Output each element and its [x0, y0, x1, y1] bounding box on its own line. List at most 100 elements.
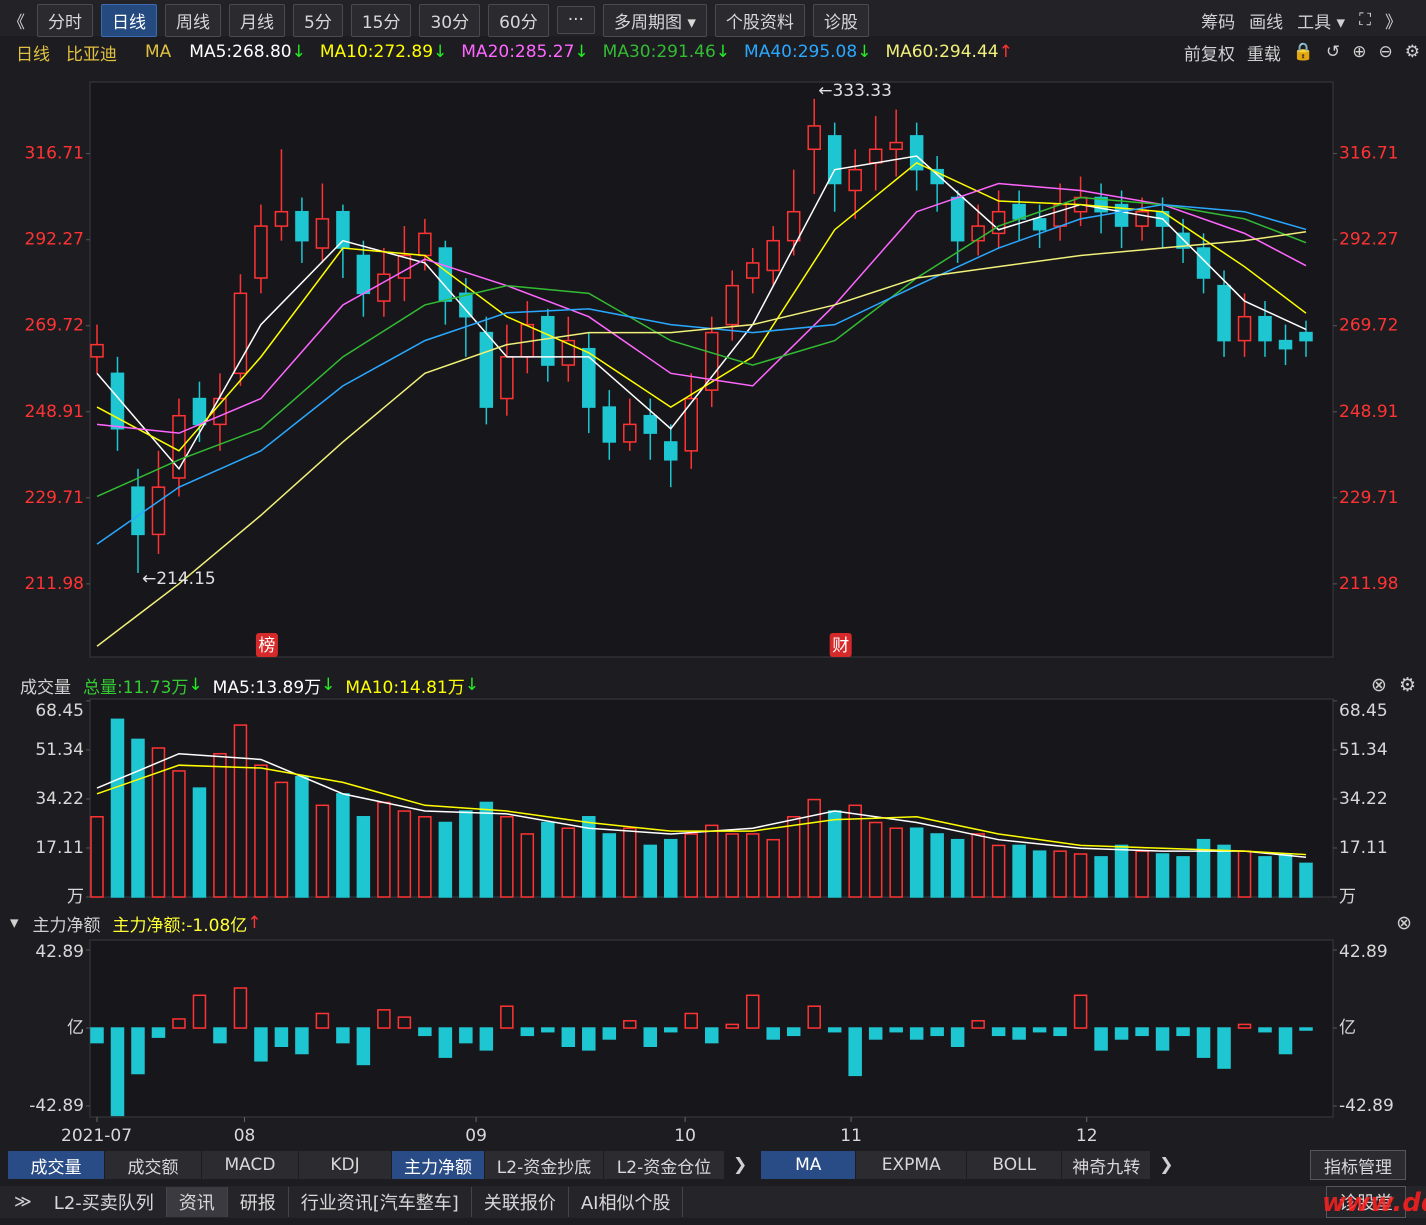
period-button[interactable]: 60分	[488, 3, 549, 37]
indicator-tab[interactable]: EXPMA	[856, 1151, 968, 1179]
info-tab[interactable]: AI相似个股	[569, 1187, 684, 1217]
bar	[704, 824, 719, 898]
panel-icon[interactable]: ⊗	[1396, 912, 1412, 934]
bar	[684, 1012, 699, 1029]
bar	[418, 1027, 432, 1037]
bar	[1094, 1027, 1108, 1051]
period-button[interactable]: 分时	[37, 3, 93, 37]
tool-button[interactable]: 画线	[1249, 12, 1284, 33]
right-button[interactable]: 诊股堂	[1326, 1186, 1406, 1218]
info-action[interactable]: 前复权	[1183, 44, 1235, 65]
bar	[1073, 853, 1088, 898]
candle-body	[1217, 284, 1231, 342]
bar	[582, 816, 596, 898]
summary-value: MA5:13.89万	[212, 677, 322, 698]
period-button[interactable]: ···	[556, 6, 595, 34]
bar	[1135, 1027, 1149, 1037]
y-tick-label-right: 292.27	[1339, 230, 1398, 250]
bar	[438, 1027, 453, 1058]
period-button[interactable]: 周线	[165, 3, 221, 37]
period-button[interactable]: 诊股	[812, 3, 869, 37]
bar	[1196, 838, 1211, 898]
panel-icon[interactable]: ⚙	[1398, 674, 1416, 696]
ma-trend: ↓	[715, 42, 731, 62]
candle-body	[356, 254, 371, 295]
bar	[1278, 853, 1293, 898]
period-button[interactable]: 15分	[350, 3, 412, 37]
bar	[1237, 1023, 1252, 1029]
info-tab[interactable]: 行业资讯[汽车整车]	[289, 1187, 472, 1217]
indicator-tab[interactable]: L2-资金抄底	[485, 1151, 604, 1179]
y-tick-label: 229.71	[25, 488, 84, 508]
bar	[991, 844, 1006, 898]
candle-body	[315, 218, 330, 249]
period-button[interactable]: 多周期图 ▾	[602, 3, 707, 37]
bar	[1217, 844, 1231, 898]
candle-body	[1032, 218, 1047, 231]
info-tab[interactable]: L2-买卖队列	[42, 1187, 167, 1217]
bar	[725, 833, 739, 898]
info-tab[interactable]: 资讯	[166, 1187, 228, 1217]
extreme-label: ←214.15	[142, 569, 216, 589]
more-tabs[interactable]: ❯	[1159, 1155, 1174, 1175]
period-button[interactable]: 《	[8, 12, 25, 33]
bar	[868, 821, 883, 898]
bar	[131, 1027, 145, 1075]
info-action[interactable]: 重载	[1246, 44, 1281, 65]
net-header: ▾ 主力净额 主力净额:-1.08亿 ↑	[10, 910, 272, 936]
tool-button[interactable]: ⛶	[1359, 10, 1371, 30]
panel-icon[interactable]: ⊗	[1371, 674, 1387, 696]
bar	[315, 804, 330, 898]
more-tabs[interactable]: ❯	[733, 1155, 748, 1175]
x-tick-label: 08	[234, 1126, 256, 1146]
period-button[interactable]: 日线	[101, 3, 157, 37]
bar	[623, 1020, 637, 1029]
manage-button[interactable]: 指标管理	[1310, 1150, 1406, 1180]
candle-body	[1258, 315, 1272, 342]
ma-legend: MA5:268.80	[189, 42, 292, 62]
indicator-tab[interactable]: 神奇九转	[1062, 1151, 1152, 1179]
indicator-tab[interactable]: KDJ	[299, 1151, 392, 1179]
info-action[interactable]: ⊕	[1352, 42, 1367, 62]
indicator-tab[interactable]: 成交额	[105, 1151, 202, 1179]
bar	[1217, 1027, 1231, 1069]
tool-button[interactable]: 工具 ▾	[1297, 12, 1346, 33]
period-button[interactable]: 5分	[293, 3, 343, 37]
summary-trend: ↓	[464, 675, 479, 695]
collapse-icon[interactable]: ▾	[10, 913, 19, 933]
tool-button[interactable]: 筹码	[1201, 12, 1236, 33]
bar	[295, 775, 309, 898]
candle-body	[1114, 203, 1129, 227]
info-tab[interactable]: 研报	[228, 1187, 289, 1217]
candle-body	[807, 125, 821, 151]
extreme-label: ←333.33	[818, 81, 892, 101]
candle-body	[233, 292, 248, 375]
period-button[interactable]: 个股资料	[714, 3, 805, 37]
bar	[254, 1027, 268, 1062]
indicator-tab[interactable]: 主力净额	[392, 1151, 485, 1179]
period-button[interactable]: 月线	[229, 3, 285, 37]
bar	[909, 827, 924, 898]
info-tab[interactable]: 关联报价	[472, 1187, 569, 1217]
candle-body	[541, 315, 555, 366]
indicator-tab[interactable]: MA	[761, 1151, 857, 1179]
indicator-tab[interactable]: MACD	[202, 1151, 299, 1179]
bar-toggle[interactable]: ≫	[14, 1192, 32, 1212]
info-action[interactable]: 🔒	[1292, 42, 1314, 62]
info-action[interactable]: ↺	[1326, 42, 1341, 62]
tool-button[interactable]: 》	[1385, 12, 1402, 33]
y-tick-label-right: 17.11	[1339, 838, 1388, 858]
bar	[1053, 850, 1067, 898]
bar	[950, 1027, 965, 1047]
indicator-tab[interactable]: 成交量	[8, 1151, 105, 1179]
bar	[623, 827, 637, 898]
bar	[930, 833, 944, 898]
period-button[interactable]: 30分	[419, 3, 481, 37]
info-action[interactable]: ⚙	[1404, 42, 1420, 62]
bar	[192, 787, 207, 898]
y-tick-label-right: 211.98	[1339, 574, 1398, 594]
indicator-tab[interactable]: L2-资金仓位	[604, 1151, 725, 1179]
bar	[909, 1027, 924, 1040]
info-action[interactable]: ⊖	[1378, 42, 1393, 62]
indicator-tab[interactable]: BOLL	[967, 1151, 1063, 1179]
